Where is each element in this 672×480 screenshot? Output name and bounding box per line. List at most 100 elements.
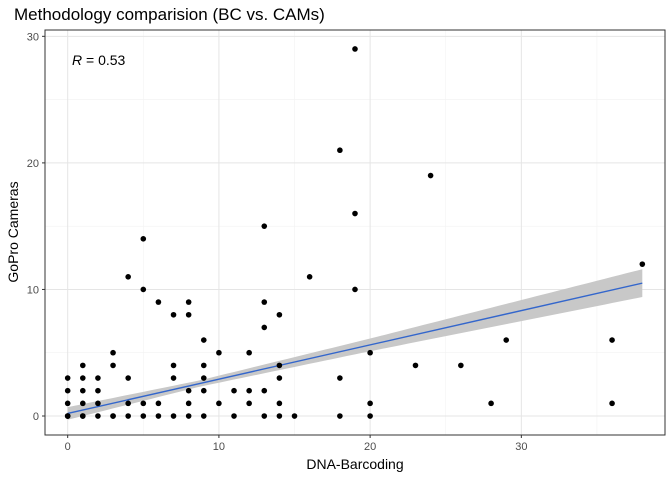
data-point: [185, 413, 192, 419]
data-point: [352, 286, 358, 293]
data-point: [125, 400, 131, 407]
data-point: [64, 400, 71, 407]
x-tick-label: 20: [364, 441, 376, 453]
data-point: [337, 147, 343, 154]
data-point: [140, 400, 147, 407]
data-point: [306, 273, 313, 280]
data-point: [246, 349, 252, 356]
data-point: [170, 362, 177, 369]
data-point: [276, 375, 283, 381]
data-point: [95, 387, 101, 394]
data-point: [200, 387, 207, 394]
data-point: [261, 387, 268, 394]
data-point: [412, 362, 419, 369]
data-point: [261, 324, 268, 331]
y-tick-label: 30: [27, 31, 39, 43]
data-point: [110, 349, 116, 356]
data-point: [80, 400, 86, 407]
data-point: [80, 387, 86, 394]
data-point: [246, 387, 252, 394]
data-point: [80, 375, 86, 381]
data-point: [140, 286, 147, 293]
data-point: [276, 400, 283, 407]
y-tick-label: 10: [27, 284, 39, 296]
x-tick-label: 10: [213, 441, 225, 453]
data-point: [185, 299, 192, 305]
data-point: [185, 400, 192, 407]
data-point: [609, 400, 615, 407]
data-point: [367, 349, 373, 356]
data-point: [337, 375, 343, 381]
data-point: [110, 362, 116, 369]
x-tick-label: 0: [65, 441, 71, 453]
data-point: [337, 413, 343, 419]
data-point: [352, 46, 358, 52]
data-point: [140, 236, 147, 242]
data-point: [276, 362, 283, 369]
data-point: [80, 362, 86, 369]
data-point: [95, 400, 101, 407]
data-point: [352, 210, 358, 217]
data-point: [488, 400, 494, 407]
data-point: [261, 413, 268, 419]
chart-title: Methodology comparision (BC vs. CAMs): [14, 5, 325, 24]
plot-panel: [45, 30, 665, 435]
data-point: [231, 413, 237, 419]
data-point: [246, 400, 252, 407]
data-point: [367, 413, 373, 419]
data-point: [155, 299, 162, 305]
x-tick-label: 30: [515, 441, 527, 453]
data-point: [216, 400, 222, 407]
data-point: [231, 387, 237, 394]
data-point: [80, 413, 86, 419]
y-tick-label: 20: [27, 158, 39, 170]
data-point: [276, 413, 283, 419]
data-point: [95, 375, 101, 381]
data-point: [291, 413, 298, 419]
data-point: [427, 172, 434, 179]
data-point: [95, 413, 101, 419]
y-axis-title: GoPro Cameras: [5, 181, 21, 282]
data-point: [64, 375, 71, 381]
data-point: [216, 349, 222, 356]
data-point: [125, 375, 131, 381]
data-point: [200, 337, 207, 343]
data-point: [170, 311, 177, 318]
data-points: [64, 46, 646, 419]
regression-line: [67, 282, 643, 415]
data-point: [185, 387, 192, 394]
data-point: [110, 413, 116, 419]
x-axis-title: DNA-Barcoding: [306, 456, 403, 472]
data-point: [261, 299, 268, 305]
data-point: [367, 400, 373, 407]
data-point: [64, 387, 71, 394]
data-point: [170, 375, 177, 381]
data-point: [503, 337, 510, 343]
data-point: [170, 413, 177, 419]
data-point: [276, 311, 283, 318]
data-point: [200, 413, 207, 419]
x-axis-ticks: 0 10 20 30: [65, 435, 527, 453]
data-point: [140, 413, 147, 419]
data-point: [261, 223, 268, 229]
data-point: [155, 400, 162, 407]
data-point: [639, 261, 646, 267]
data-point: [155, 413, 162, 419]
data-point: [125, 413, 131, 419]
correlation-value: = 0.53: [82, 52, 125, 68]
data-point: [185, 311, 192, 318]
y-axis-ticks: 0 10 20 30: [27, 31, 45, 423]
regression-fit-line: [67, 282, 643, 415]
data-point: [200, 375, 207, 381]
correlation-symbol: R: [72, 52, 82, 68]
data-point: [200, 362, 207, 369]
confidence-band: [67, 269, 643, 420]
data-point: [609, 337, 615, 343]
confidence-band-area: [67, 269, 643, 420]
panel-border: [44, 29, 666, 436]
data-point: [64, 413, 71, 419]
y-tick-label: 0: [33, 411, 39, 423]
correlation-annotation: R = 0.53: [72, 52, 126, 68]
data-point: [125, 273, 131, 280]
